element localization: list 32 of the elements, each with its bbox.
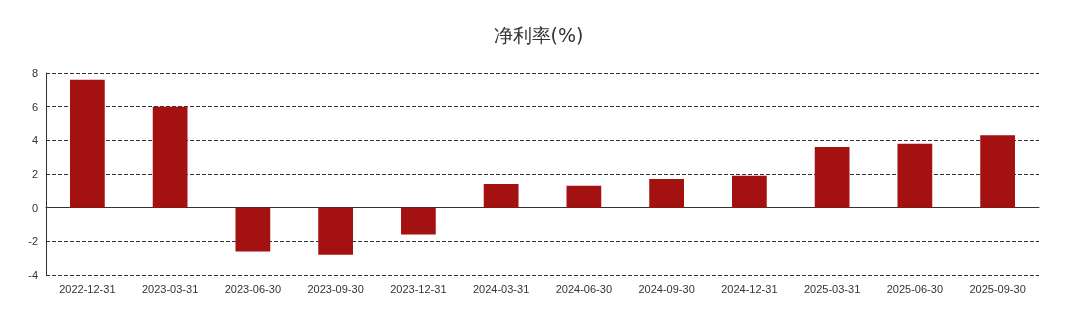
bar (401, 207, 436, 235)
x-tick-label: 2022-12-31 (59, 282, 116, 295)
bar (152, 106, 188, 208)
x-tick-label: 2025-03-31 (803, 282, 861, 295)
bar (732, 175, 767, 208)
y-tick-label: 0 (31, 201, 38, 214)
bar (318, 207, 353, 255)
y-tick-label: -4 (28, 269, 38, 281)
y-tick-label: 4 (31, 134, 38, 147)
chart-title: 净利率(%) (493, 23, 584, 46)
bar (649, 179, 684, 208)
x-tick-label: 2023-12-31 (390, 282, 447, 295)
bar (897, 143, 933, 208)
bar (483, 184, 519, 208)
x-tick-label: 2025-09-30 (969, 282, 1026, 295)
bar (70, 79, 105, 208)
bar (235, 207, 271, 252)
y-tick-label: 2 (31, 168, 38, 180)
x-tick-label: 2023-09-30 (307, 282, 364, 295)
x-tick-label: 2024-06-30 (555, 282, 613, 295)
x-tick-label: 2024-03-31 (472, 282, 530, 295)
y-tick-label: 8 (31, 67, 38, 79)
y-tick-label: 6 (31, 100, 38, 113)
x-tick-label: 2025-06-30 (886, 282, 944, 295)
x-tick-label: 2024-09-30 (638, 282, 695, 295)
bar (980, 135, 1015, 208)
bar (566, 185, 602, 208)
bar (814, 147, 850, 208)
y-tick-label: -2 (28, 235, 38, 248)
x-tick-label: 2024-12-31 (721, 282, 778, 295)
x-tick-label: 2023-03-31 (141, 282, 199, 295)
x-tick-label: 2023-06-30 (224, 282, 282, 295)
